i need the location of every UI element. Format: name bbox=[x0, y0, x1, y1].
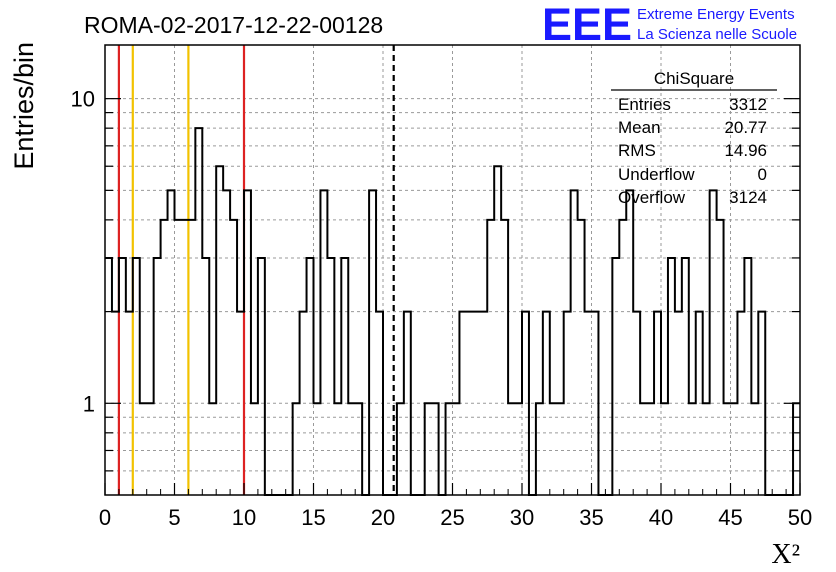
histogram-bin bbox=[619, 220, 626, 495]
x-tick-label: 15 bbox=[301, 505, 325, 530]
histogram-bin bbox=[717, 220, 724, 495]
x-tick-label: 35 bbox=[579, 505, 603, 530]
stats-label-entries: Entries bbox=[618, 95, 671, 114]
y-tick-label: 10 bbox=[71, 87, 95, 112]
histogram-bin bbox=[744, 258, 751, 495]
tick-labels: 0 5 10 15 20 25 30 35 40 45 50 1 10 bbox=[71, 87, 813, 530]
histogram-bin bbox=[578, 220, 585, 495]
stats-title: ChiSquare bbox=[654, 69, 734, 88]
chart-title: ROMA-02-2017-12-22-00128 bbox=[84, 12, 383, 38]
x-tick-label: 40 bbox=[649, 505, 673, 530]
grid bbox=[105, 45, 800, 495]
histogram-bin bbox=[307, 258, 314, 495]
histogram-bin bbox=[626, 190, 633, 495]
histogram-bin bbox=[487, 220, 494, 495]
reference-lines bbox=[117, 45, 395, 495]
histogram-bin bbox=[710, 190, 717, 495]
x-tick-label: 0 bbox=[99, 505, 111, 530]
y-axis-label: Entries/bin bbox=[9, 42, 39, 170]
histogram-bin bbox=[168, 190, 175, 495]
logo-line-1: Extreme Energy Events bbox=[637, 6, 795, 23]
x-tick-label: 45 bbox=[718, 505, 742, 530]
stats-box: ChiSquare Entries 3312 Mean 20.77 RMS 14… bbox=[611, 69, 777, 207]
x-axis-label: X² bbox=[771, 539, 800, 570]
histogram-bin bbox=[216, 166, 223, 495]
x-tick-label: 30 bbox=[510, 505, 534, 530]
histogram-outline bbox=[105, 127, 800, 496]
histogram-bin bbox=[223, 190, 230, 495]
histogram-bin bbox=[175, 220, 182, 495]
histogram-bin bbox=[494, 166, 501, 495]
stats-label-mean: Mean bbox=[618, 118, 661, 137]
stats-label-overflow: Overflow bbox=[618, 188, 686, 207]
axis-ticks bbox=[104, 98, 801, 495]
histogram-bin bbox=[202, 258, 209, 495]
stats-value-rms: 14.96 bbox=[724, 141, 767, 160]
histogram-bin bbox=[230, 220, 237, 495]
stats-value-overflow: 3124 bbox=[729, 188, 767, 207]
histogram-bin bbox=[161, 220, 168, 495]
histogram-bin bbox=[668, 258, 675, 495]
histogram-bin bbox=[327, 258, 334, 495]
x-tick-label: 50 bbox=[788, 505, 812, 530]
x-tick-label: 25 bbox=[440, 505, 464, 530]
stats-label-rms: RMS bbox=[618, 141, 656, 160]
histogram-bin bbox=[341, 258, 348, 495]
stats-value-mean: 20.77 bbox=[724, 118, 767, 137]
y-tick-label: 1 bbox=[83, 391, 95, 416]
histogram-bin bbox=[571, 190, 578, 495]
histogram-bin bbox=[612, 258, 619, 495]
x-tick-label: 20 bbox=[371, 505, 395, 530]
histogram-bin bbox=[258, 258, 265, 495]
histogram-bin bbox=[682, 258, 689, 495]
histogram-bin bbox=[501, 220, 508, 495]
histogram-bin bbox=[320, 190, 327, 495]
stats-label-underflow: Underflow bbox=[618, 165, 695, 184]
stats-value-underflow: 0 bbox=[758, 165, 767, 184]
histogram-bin bbox=[105, 258, 112, 495]
histogram-bin bbox=[369, 190, 376, 495]
stats-value-entries: 3312 bbox=[729, 95, 767, 114]
logo-line-2: La Scienza nelle Scuole bbox=[637, 26, 797, 43]
x-tick-label: 5 bbox=[168, 505, 180, 530]
logo-letters: EEE bbox=[542, 0, 632, 50]
histogram-bin bbox=[154, 258, 161, 495]
x-tick-label: 10 bbox=[232, 505, 256, 530]
